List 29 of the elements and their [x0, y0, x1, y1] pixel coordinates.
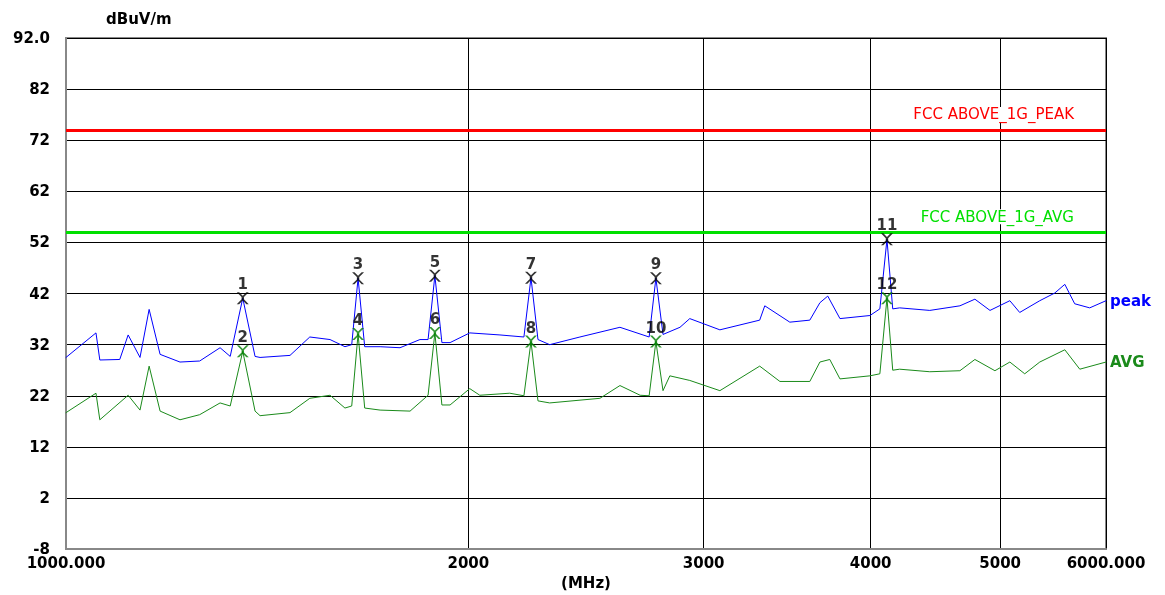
y-tick-label: 2 [39, 488, 50, 507]
x-axis-title: (MHz) [561, 573, 611, 592]
ref-line-label: FCC ABOVE_1G_AVG [920, 207, 1074, 227]
y-tick-label: 72 [29, 131, 50, 150]
series-label: peak [1110, 291, 1153, 310]
y-tick-label: 82 [29, 80, 50, 99]
annotation: 5 [429, 252, 441, 271]
y-axis-title: dBuV/m [106, 9, 172, 28]
x-tick-label: 6000.000 [1066, 553, 1146, 572]
x-tick-label: 5000 [979, 553, 1022, 572]
x-tick-label: 2000 [447, 553, 490, 572]
annotation: 7 [525, 254, 537, 273]
x-tick-label: 3000 [682, 553, 725, 572]
annotation: 8 [525, 318, 537, 337]
annotation: 9 [650, 255, 662, 274]
x-tick-label: 4000 [849, 553, 892, 572]
y-tick-label: 92.0 [12, 29, 50, 47]
y-tick-label: 32 [29, 335, 50, 354]
y-tick-label: 52 [29, 233, 50, 252]
annotation: 2 [237, 328, 248, 347]
annotation: 1 [237, 275, 248, 294]
annotation: 3 [352, 255, 364, 274]
annotation: 11 [876, 216, 898, 235]
y-tick-label: 12 [29, 437, 50, 456]
ref-line-label: FCC ABOVE_1G_PEAK [913, 105, 1076, 125]
y-tick-label: 62 [29, 182, 50, 201]
y-tick-label: 22 [29, 386, 50, 405]
y-tick-label: 42 [29, 284, 50, 303]
series-label: AVG [1110, 353, 1145, 372]
